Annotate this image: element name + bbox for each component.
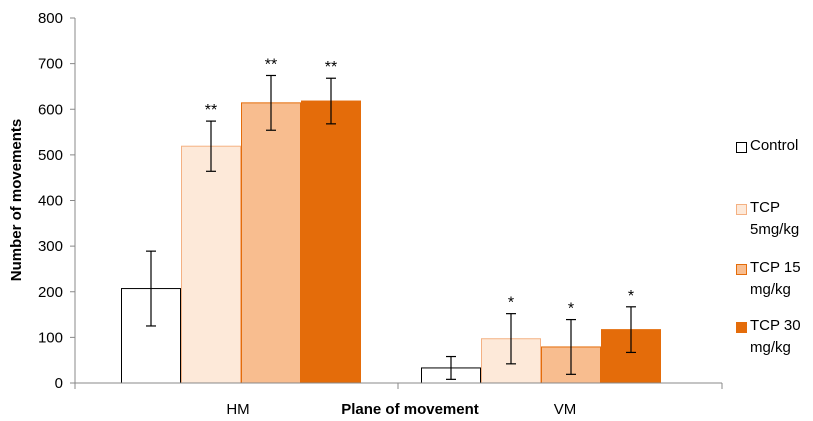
y-tick-label: 500 — [38, 147, 63, 164]
legend-swatch-tcp-15 — [736, 264, 747, 275]
x-category-label: HM — [226, 401, 249, 418]
legend-label-tcp-5: TCP 5mg/kg — [750, 199, 800, 238]
legend-label-tcp-30: TCP 30 mg/kg — [750, 317, 801, 356]
y-tick-label: 700 — [38, 56, 63, 73]
x-category-label: VM — [554, 401, 577, 418]
bars-layer — [121, 100, 661, 384]
y-axis-title: Number of movements — [8, 119, 25, 282]
bar — [181, 145, 241, 384]
y-tick-label: 400 — [38, 193, 63, 210]
bar — [241, 102, 301, 384]
legend-item-control: Control — [736, 137, 813, 157]
x-axis-title: Plane of movement — [341, 401, 479, 418]
legend-item-tcp-30: TCP 30 mg/kg — [736, 317, 813, 359]
legend-label-tcp-15: TCP 15 mg/kg — [750, 259, 801, 298]
y-tick-label: 100 — [38, 329, 63, 346]
legend-label-control: Control — [750, 137, 799, 154]
error-bars-layer — [146, 74, 636, 380]
significance-label: ** — [325, 59, 337, 76]
bar — [301, 100, 361, 384]
legend-item-tcp-5: TCP 5mg/kg — [736, 199, 813, 241]
legend-swatch-control — [736, 142, 747, 153]
y-tick-label: 800 — [38, 10, 63, 27]
significance-label: * — [628, 288, 634, 305]
significance-layer: **** *** ** — [205, 56, 634, 317]
significance-label: * — [508, 295, 514, 312]
legend-item-tcp-15: TCP 15 mg/kg — [736, 259, 813, 301]
significance-label: ** — [265, 56, 277, 73]
legend-swatch-tcp-30 — [736, 322, 747, 333]
y-tick-label: 200 — [38, 284, 63, 301]
legend-swatch-tcp-5 — [736, 204, 747, 215]
y-tick-label: 0 — [55, 375, 63, 392]
axes-layer: 0 100 200 300 400 500 600 700 800 HM VM — [38, 10, 723, 418]
y-tick-label: 300 — [38, 238, 63, 255]
significance-label: * — [568, 301, 574, 318]
y-tick-label: 600 — [38, 101, 63, 118]
significance-label: ** — [205, 102, 217, 119]
